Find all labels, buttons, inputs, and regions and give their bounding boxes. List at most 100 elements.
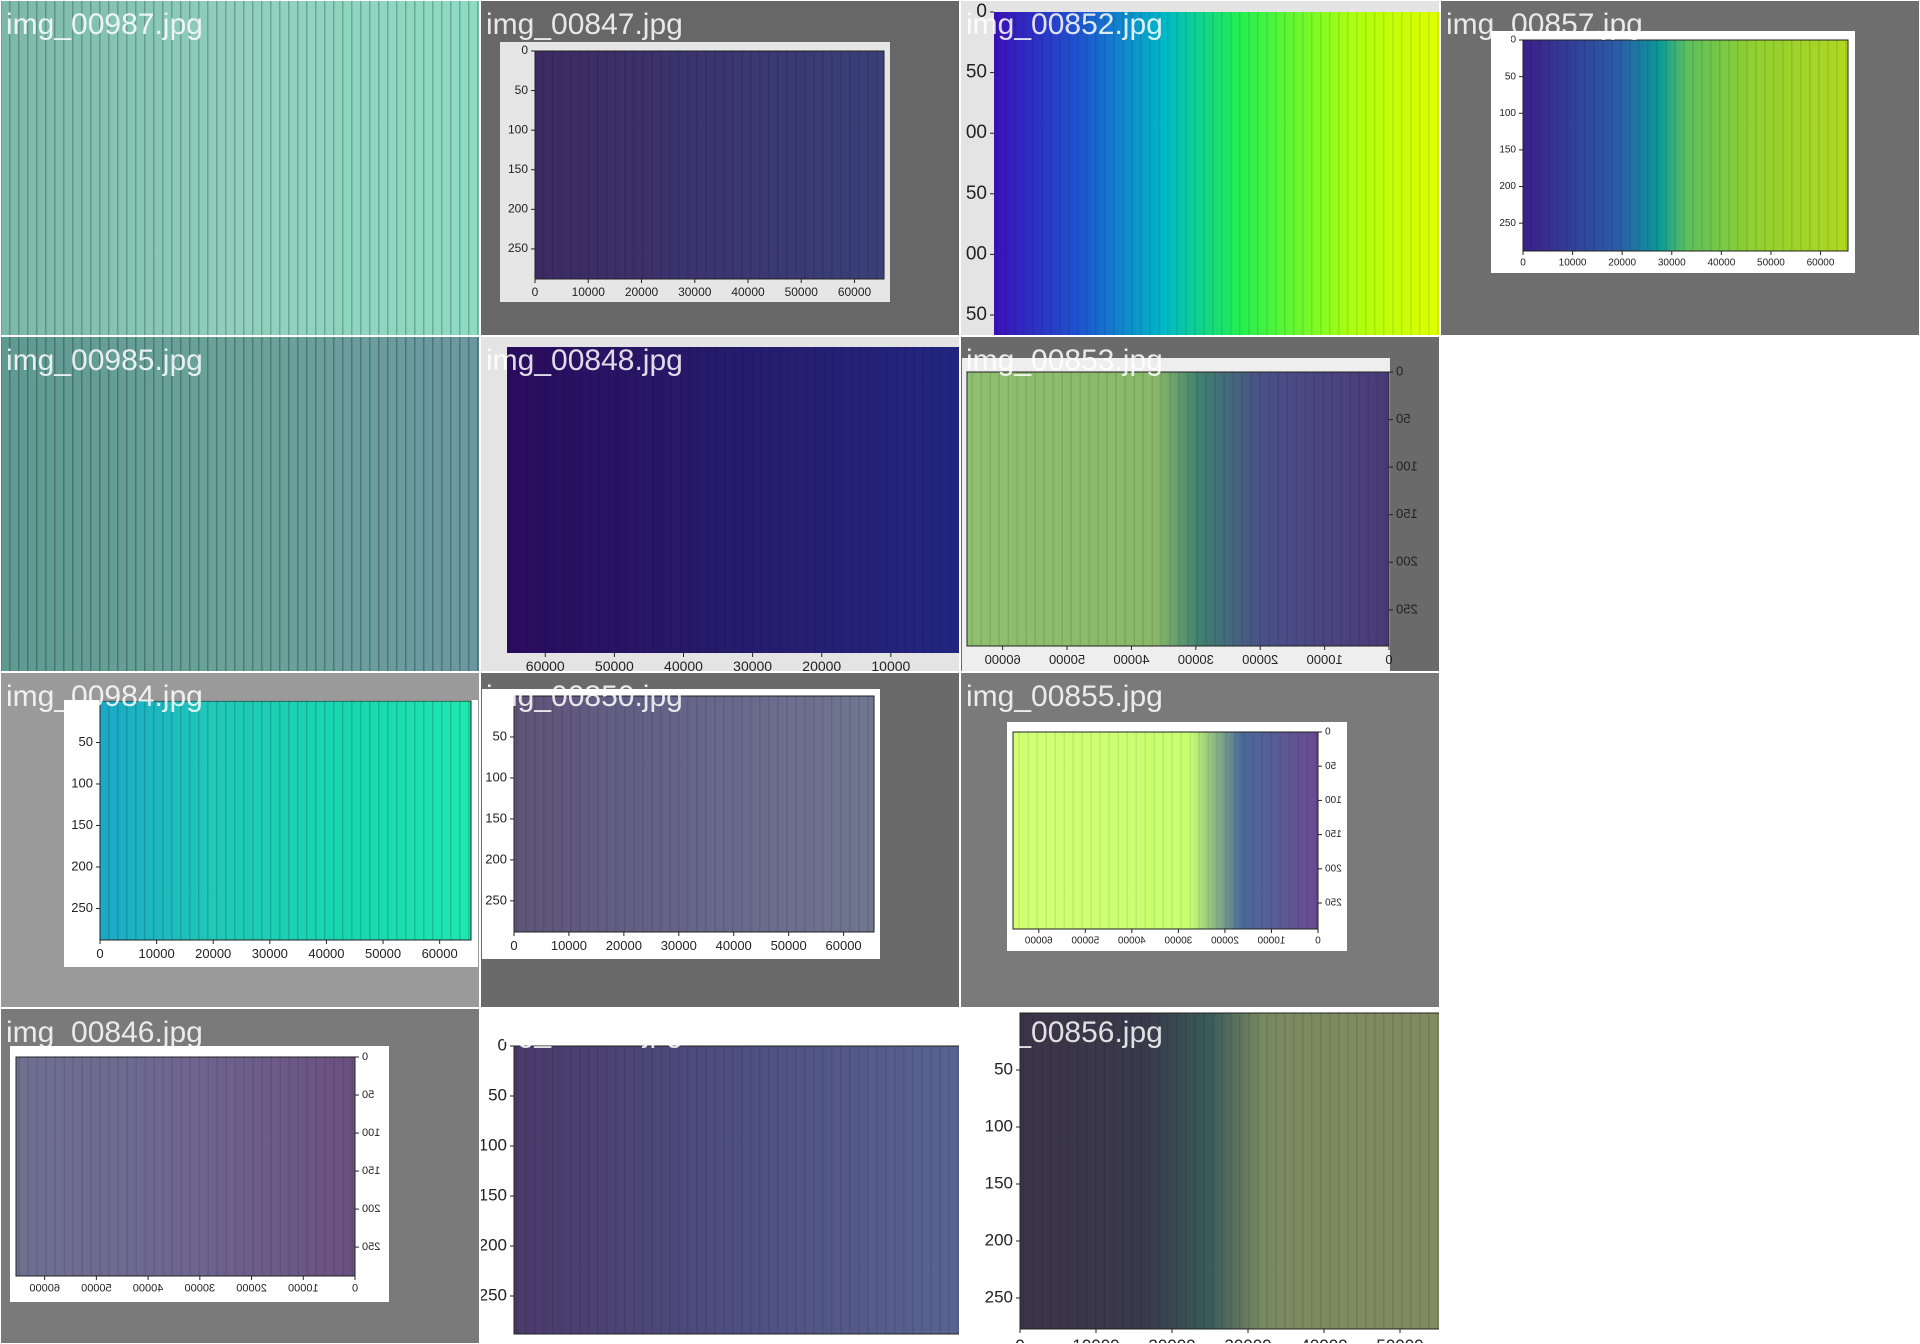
plot: 0 50 100 150 200 250 0 10000 20000 30000 40000 5000…	[1499, 35, 1849, 269]
plot: 0 50 00 50 00 50	[966, 1, 1439, 335]
x-tick-label: 50000	[365, 946, 401, 961]
x-tick-label: 60000	[29, 1283, 60, 1295]
stripes	[967, 372, 1389, 646]
y-tick-label: 250	[362, 1241, 380, 1253]
x-tick-label: 50000	[785, 285, 819, 299]
y-tick-label: 100	[479, 1135, 507, 1154]
x-tick-label: 20000	[1211, 936, 1239, 947]
y-tick-label: 50	[1505, 71, 1517, 82]
x-tick-label: 40000	[664, 658, 703, 674]
y-tick-label: 00	[966, 243, 987, 264]
x-tick-label: 50000	[771, 938, 807, 953]
x-tick-label: 0	[352, 1283, 358, 1295]
y-tick-label: 200	[485, 851, 507, 866]
plot: 0 50 100 150 200 250 0 10000 20000 30000 40000 5000…	[15, 1051, 380, 1295]
thumbnail: 0 50 100 150 200 250 0 10000 20000 30000 40000 5000…	[961, 337, 1439, 671]
y-tick-label: 200	[1325, 863, 1342, 874]
y-tick-label: 150	[508, 162, 528, 176]
y-tick-label: 200	[362, 1203, 380, 1215]
plot-border	[513, 695, 875, 933]
plot-border	[15, 1056, 356, 1277]
y-tick-label: 50	[493, 728, 507, 743]
y-tick-label: 100	[362, 1127, 380, 1139]
thumbnail: 10000 20000 30000 40000 50000 60000 img_00848.…	[481, 337, 959, 674]
x-tick-label: 20000	[195, 946, 231, 961]
stripes	[100, 701, 471, 940]
x-tick-label: 30000	[185, 1283, 216, 1295]
y-tick-label: 200	[985, 1230, 1013, 1249]
thumbnail: 0 50 100 150 200 250 0 10000 20000 30000 40000 5000…	[961, 673, 1439, 1007]
plot-border	[99, 700, 472, 941]
stripes	[1, 337, 479, 671]
stripes	[1020, 1013, 1439, 1329]
y-tick-label: 50	[79, 734, 93, 749]
x-tick-label: 40000	[1113, 652, 1149, 667]
stripes	[1, 1, 479, 335]
x-tick-label: 60000	[526, 658, 565, 674]
y-tick-label: 150	[479, 1185, 507, 1204]
x-tick-label: 60000	[838, 285, 872, 299]
y-tick-label: 100	[1325, 795, 1342, 806]
y-tick-label: 250	[1499, 218, 1516, 229]
x-tick-label: 10000	[1307, 652, 1343, 667]
x-tick-label: 10000	[1072, 1336, 1119, 1344]
y-tick-label: 50	[362, 1089, 374, 1101]
x-tick-label: 30000	[733, 658, 772, 674]
stripes	[16, 1057, 355, 1276]
x-tick-label: 0	[1385, 652, 1392, 667]
x-tick-label: 40000	[1707, 258, 1735, 269]
y-tick-label: 50	[1396, 411, 1410, 426]
x-tick-label: 10000	[572, 285, 606, 299]
thumbnail: 50 100 150 200 250 0 10000 20000 30000 40000 50000…	[961, 1009, 1439, 1344]
y-tick-label: 150	[1396, 506, 1418, 521]
x-tick-label: 0	[510, 938, 517, 953]
y-tick-label: 200	[1396, 554, 1418, 569]
plot: 10000 20000 30000 40000 50000 60000	[507, 347, 959, 674]
x-tick-label: 20000	[1148, 1336, 1195, 1344]
file-name-label: img_00853.jpg	[966, 344, 1163, 377]
x-tick-label: 50000	[1757, 258, 1785, 269]
x-tick-label: 0	[1520, 258, 1526, 269]
x-tick-label: 0	[1015, 1336, 1024, 1344]
x-tick-label: 20000	[1242, 652, 1278, 667]
x-tick-label: 10000	[551, 938, 587, 953]
x-tick-label: 40000	[1118, 936, 1146, 947]
stripes	[514, 696, 874, 932]
y-tick-label: 250	[1325, 898, 1342, 909]
x-tick-label: 10000	[1559, 258, 1587, 269]
x-tick-label: 50000	[1071, 936, 1099, 947]
x-tick-label: 40000	[308, 946, 344, 961]
stripes	[1523, 40, 1848, 251]
plot-border	[534, 50, 885, 280]
y-tick-label: 150	[485, 810, 507, 825]
y-tick-label: 200	[479, 1235, 507, 1254]
x-tick-label: 50000	[1376, 1336, 1423, 1344]
x-tick-label: 0	[532, 285, 539, 299]
file-name-label: img_00851.jpg	[486, 1016, 683, 1049]
y-tick-label: 0	[1510, 35, 1516, 46]
y-tick-label: 150	[71, 817, 93, 832]
file-name-label: img_00985.jpg	[6, 344, 203, 377]
y-tick-label: 150	[1499, 145, 1516, 156]
y-tick-label: 250	[508, 241, 528, 255]
y-tick-label: 50	[515, 83, 529, 97]
y-tick-label: 0	[498, 1035, 507, 1054]
thumbnail: 0 50 100 150 200 250 0 10000 20000 30000 40000 5000…	[481, 1, 959, 335]
x-tick-label: 60000	[985, 652, 1021, 667]
plot-border	[513, 1045, 959, 1335]
plot	[1, 1, 479, 335]
y-tick-label: 100	[508, 122, 528, 136]
y-tick-label: 250	[479, 1285, 507, 1304]
plot-border	[1012, 731, 1319, 930]
x-tick-label: 20000	[625, 285, 659, 299]
y-tick-label: 250	[71, 900, 93, 915]
file-name-label: img_00847.jpg	[486, 8, 683, 41]
file-name-label: img_00987.jpg	[6, 8, 203, 41]
y-tick-label: 0	[362, 1051, 368, 1063]
y-tick-label: 200	[71, 858, 93, 873]
x-tick-label: 20000	[236, 1283, 267, 1295]
y-tick-label: 200	[1499, 181, 1516, 192]
plot: 0 50 100 150 200 250	[479, 1035, 959, 1335]
y-tick-label: 50	[1325, 761, 1337, 772]
